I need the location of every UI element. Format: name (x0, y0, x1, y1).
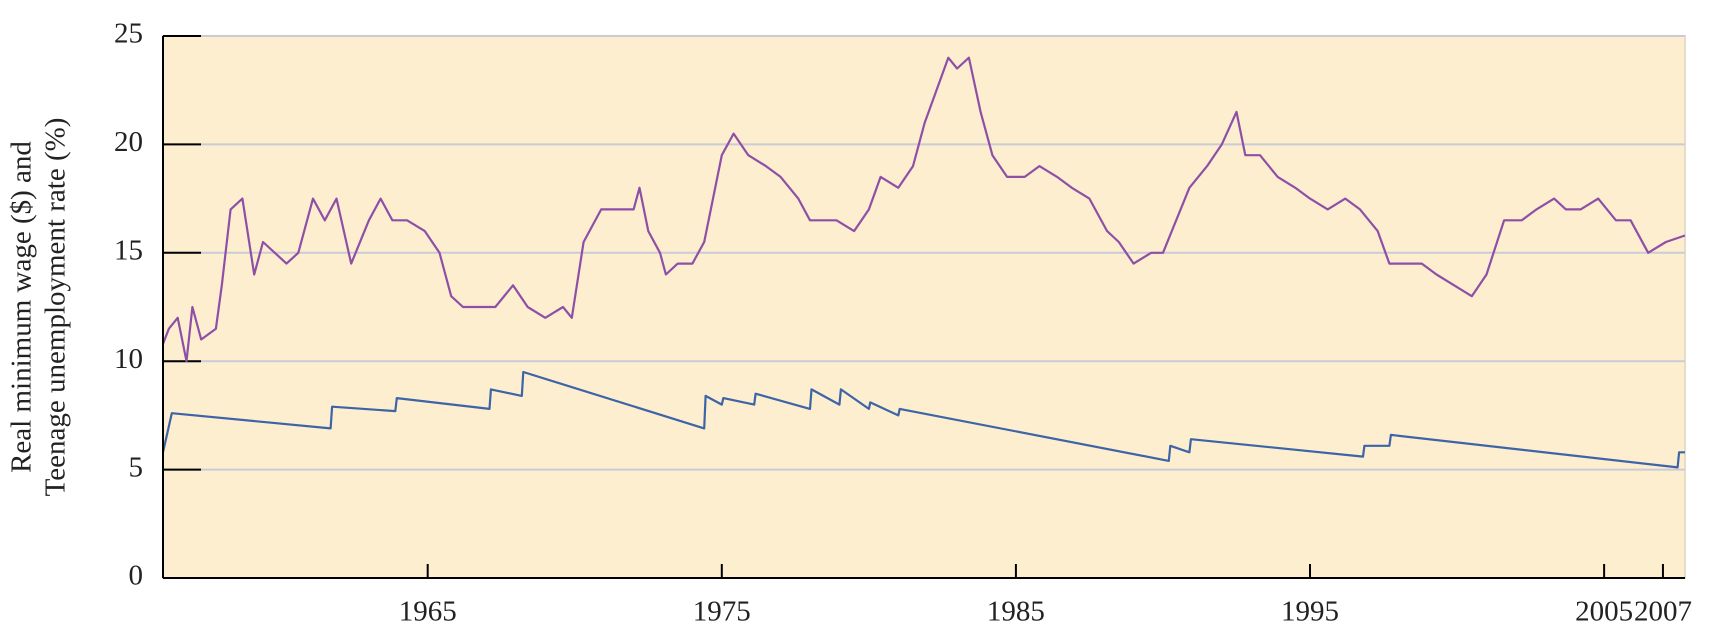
y-axis-title: Teenage unemployment rate (%) (40, 118, 72, 497)
y-axis-title: Real minimum wage ($) and (6, 141, 38, 473)
plot-background (162, 35, 1686, 579)
x-tick-label: 2007 (1634, 596, 1692, 628)
y-tick-label: 10 (114, 343, 143, 375)
x-tick-label: 1965 (399, 596, 457, 628)
x-tick-label: 1975 (693, 596, 751, 628)
y-tick-label: 20 (114, 126, 143, 158)
y-tick-label: 0 (129, 560, 144, 592)
x-tick-label: 2005 (1575, 596, 1633, 628)
y-tick-label: 15 (114, 234, 143, 266)
x-tick-label: 1995 (1281, 596, 1339, 628)
x-tick-label: 1985 (987, 596, 1045, 628)
y-tick-label: 25 (114, 18, 143, 50)
y-tick-label: 5 (129, 451, 144, 483)
data-line (161, 56, 1686, 363)
data-line (161, 370, 1685, 469)
